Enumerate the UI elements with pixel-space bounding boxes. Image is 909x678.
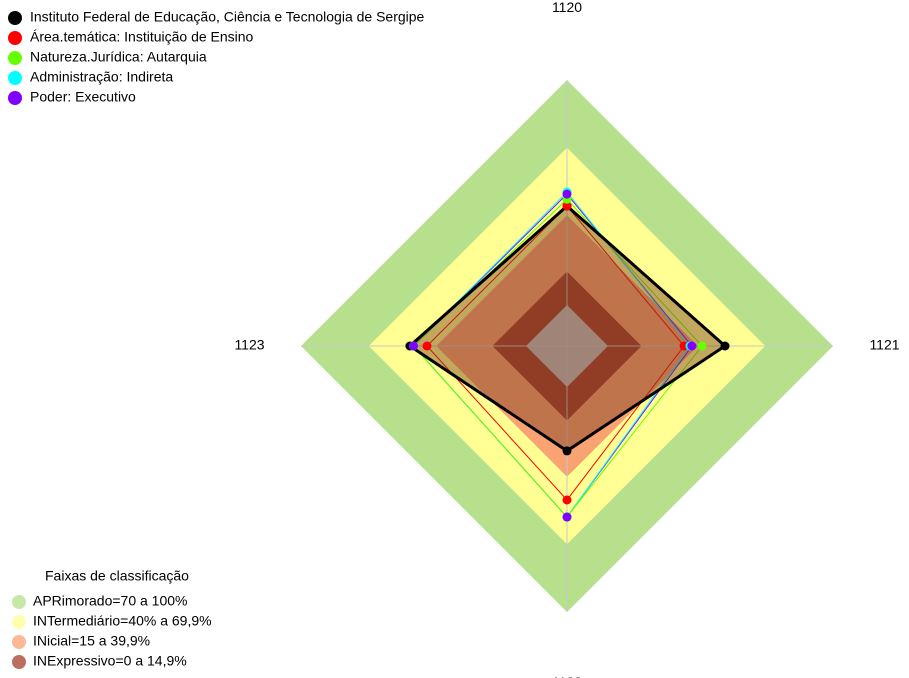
legend-label: Natureza.Jurídica: Autarquia xyxy=(30,49,207,65)
axis-label: 1122 xyxy=(552,674,582,678)
series-point xyxy=(687,341,697,351)
series-point xyxy=(562,512,572,522)
band-legend-marker xyxy=(12,655,26,669)
legend-marker xyxy=(8,31,22,45)
legend-marker xyxy=(8,91,22,105)
series-point xyxy=(562,189,572,199)
band-legend-label: INExpressivo=0 a 14,9% xyxy=(33,653,187,669)
series-point xyxy=(697,341,707,351)
legend-marker xyxy=(8,11,22,25)
band-legend-label: INicial=15 a 39,9% xyxy=(33,633,150,649)
series-point xyxy=(562,495,572,505)
legend-marker xyxy=(8,71,22,85)
series-point xyxy=(720,341,730,351)
series-point xyxy=(422,341,432,351)
legend-label: Área.temática: Instituição de Ensino xyxy=(30,29,254,45)
axis-label: 1120 xyxy=(552,0,582,15)
legend-label: Poder: Executivo xyxy=(30,89,136,105)
band-legend-marker xyxy=(12,595,26,609)
series-point xyxy=(562,446,572,456)
axis-label: 1123 xyxy=(234,337,264,353)
bands-title: Faixas de classificação xyxy=(45,568,189,584)
legend-marker xyxy=(8,51,22,65)
legend-label: Instituto Federal de Educação, Ciência e… xyxy=(30,9,425,25)
band-legend-marker xyxy=(12,615,26,629)
band-legend-label: APRimorado=70 a 100% xyxy=(33,593,188,609)
axis-label: 1121 xyxy=(869,337,899,353)
series-point xyxy=(562,201,572,211)
band-legend-label: INTermediário=40% a 69,9% xyxy=(33,613,212,629)
series-point xyxy=(409,341,418,351)
legend-label: Administração: Indireta xyxy=(30,69,173,85)
band-legend-marker xyxy=(12,635,26,649)
